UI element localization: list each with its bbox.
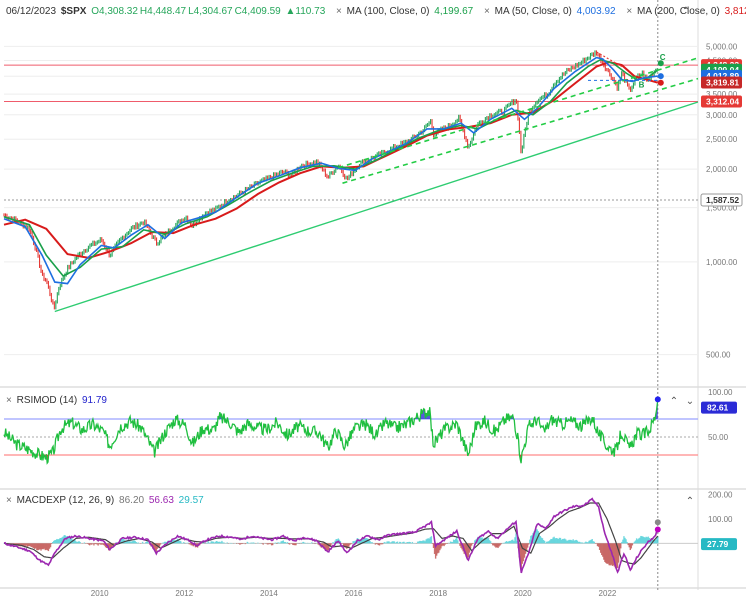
price-bars [3,50,658,310]
close-icon-ma200[interactable]: × [626,6,633,17]
ma-endpoint-dot [657,60,664,67]
chevron-up-icon[interactable]: ⌃ [685,496,695,507]
rsi-endpoint-dot [654,396,661,403]
price-tick-label: 1,000.00 [706,258,738,267]
macd-tick-label: 100.00 [708,515,733,524]
rsi-oversold-fill [4,455,658,464]
price-badge-text: 1,587.52 [706,195,739,205]
rsi-label: RSIMOD (14) [16,395,78,406]
chevron-up-icon[interactable]: ⌃ [681,6,691,17]
ma200-value: 3,812.30 [724,6,746,17]
x-axis-label: 2014 [260,589,278,596]
macd-line [3,497,659,574]
rsi-tick-label: 50.00 [708,433,729,442]
macd-signal-line [3,502,659,565]
ma50-line [3,56,658,285]
rsi-badge-text: 82.61 [707,403,729,413]
macd-tick-label: 200.00 [708,490,733,499]
ma100-value: 4,199.67 [434,6,474,17]
price-tick-label: 3,500.00 [706,90,738,99]
price-badge [700,193,743,207]
macd-value-2: 56.63 [148,495,174,506]
date-label: 06/12/2023 [6,6,57,17]
rsi-badge [701,401,737,414]
rsi-line [3,399,659,465]
close-icon-ma50[interactable]: × [483,6,490,17]
chevron-up-icon[interactable]: ⌃ [669,396,679,407]
ma50-label: MA (50, Close, 0) [494,6,572,17]
macd-value-3: 29.57 [178,495,204,506]
x-axis-label: 2012 [175,589,193,596]
rsi-panel-header: × RSIMOD (14) 91.79 [6,395,109,406]
price-badge-text: 4,199.04 [706,65,739,75]
chevron-down-icon[interactable]: ⌄ [685,396,695,407]
close-icon-rsi[interactable]: × [6,395,12,406]
low-value: L4,304.67 [188,6,233,17]
price-panel-header: 06/12/2023 $SPX O4,308.32 H4,448.47 L4,304… [6,6,746,17]
price-badge-text: 3,819.81 [706,77,739,87]
wave-label: B [639,80,645,89]
macd-endpoint-dot [654,519,661,526]
rsi-tick-label: 100.00 [708,388,733,397]
x-axis-label: 2018 [429,589,447,596]
ma100-line [3,58,659,278]
open-value: O4,308.32 [91,6,138,17]
trendline [54,101,699,313]
macd-panel-header: × MACDEXP (12, 26, 9) 86.20 56.63 29.57 [6,495,206,506]
price-tick-label: 1,500.00 [706,204,738,213]
price-badge [701,95,742,108]
close-value: C4,409.59 [234,6,281,17]
price-badge [701,76,742,89]
macd-badge-text: 27.79 [707,539,729,549]
macd-badge [701,538,737,551]
macd-endpoint-dot [654,526,661,533]
x-axis-label: 2020 [514,589,532,596]
ma50-value: 4,003.92 [576,6,616,17]
close-icon-macd[interactable]: × [6,495,12,506]
price-tick-label: 500.00 [706,351,731,360]
price-badge-text: 4,012.89 [706,71,739,81]
price-tick-label: 3,000.00 [706,111,738,120]
high-value: H4,448.47 [139,6,187,17]
macd-value-1: 86.20 [119,495,145,506]
x-axis-label: 2010 [91,589,109,596]
price-tick-label: 5,000.00 [706,42,738,51]
ma200-label: MA (200, Close, 0) [637,6,720,17]
price-badge-text: 3,312.04 [706,97,739,107]
macd-label: MACDEXP (12, 26, 9) [16,495,115,506]
price-tick-label: 2,000.00 [706,165,738,174]
price-tick-label: 2,500.00 [706,135,738,144]
x-axis-label: 2016 [345,589,363,596]
dotted-red-line [596,51,623,68]
ma100-label: MA (100, Close, 0) [346,6,430,17]
symbol-label[interactable]: $SPX [60,6,87,17]
channel-lower-line [342,77,699,184]
wave-label: C [660,53,666,62]
x-axis-label: 2022 [599,589,617,596]
ma-endpoint-dot [657,73,664,80]
change-value: ▲110.73 [285,6,326,17]
macd-histogram [3,529,659,571]
rsi-value: 91.79 [81,395,107,406]
close-icon-ma100[interactable]: × [336,6,342,17]
ma-endpoint-dot [657,79,664,86]
